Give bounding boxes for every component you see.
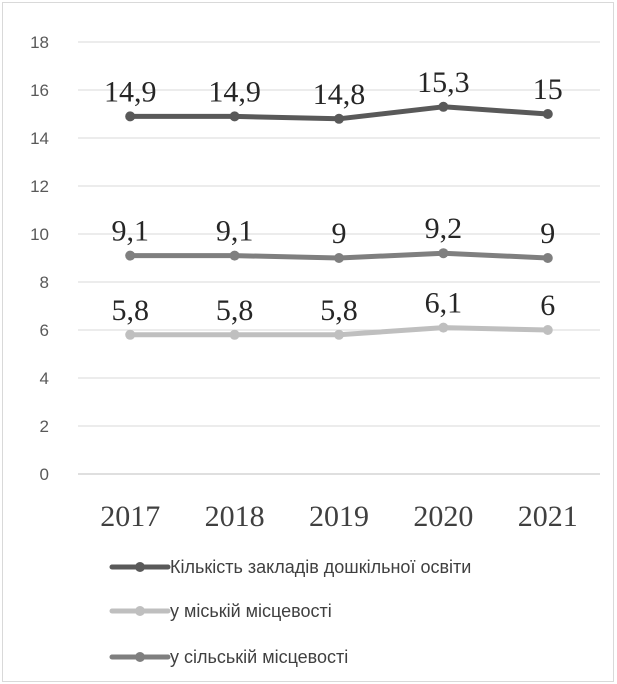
data-point (438, 322, 449, 333)
data-label: 9,1 (111, 215, 149, 248)
legend-marker (135, 606, 145, 616)
data-point (334, 253, 344, 263)
data-point (542, 109, 553, 119)
data-point (334, 329, 344, 340)
x-tick-label: 2019 (309, 500, 369, 533)
y-tick-label: 18 (30, 33, 49, 52)
data-label: 6,1 (425, 287, 463, 320)
x-tick-label: 2020 (413, 500, 473, 533)
data-label: 15,3 (417, 66, 470, 99)
legend-marker (135, 652, 145, 662)
data-label: 14,9 (208, 75, 261, 108)
data-label: 9,1 (216, 215, 254, 248)
y-tick-label: 12 (30, 177, 49, 196)
data-label: 9,2 (425, 212, 463, 245)
data-label: 14,9 (104, 75, 157, 108)
data-point (229, 250, 240, 261)
y-tick-label: 2 (40, 417, 49, 436)
data-point (542, 325, 553, 335)
data-point (438, 248, 449, 259)
data-point (334, 113, 344, 124)
legend-entry: у сільській місцевості (170, 647, 348, 667)
data-point (438, 101, 449, 112)
data-point (125, 111, 136, 122)
data-label: 15 (533, 73, 563, 106)
data-point (229, 329, 240, 340)
data-point (229, 111, 240, 122)
legend-entry: у міській місцевості (170, 601, 332, 621)
y-tick-label: 8 (40, 273, 49, 292)
y-tick-label: 14 (30, 129, 49, 148)
y-tick-label: 0 (40, 465, 49, 484)
data-point (125, 329, 136, 340)
x-tick-label: 2021 (518, 500, 578, 533)
y-tick-label: 4 (40, 369, 49, 388)
data-label: 5,8 (111, 294, 149, 327)
legend-entry: Кількість закладів дошкільної освіти (170, 557, 471, 577)
data-label: 5,8 (320, 294, 358, 327)
x-tick-label: 2017 (100, 500, 160, 533)
data-label: 5,8 (216, 294, 254, 327)
y-tick-label: 6 (40, 321, 49, 340)
x-tick-label: 2018 (205, 500, 265, 533)
data-point (542, 253, 553, 263)
y-tick-label: 16 (30, 81, 49, 100)
data-label: 9 (540, 217, 555, 250)
data-label: 14,8 (313, 78, 366, 111)
y-tick-label: 10 (30, 225, 49, 244)
data-point (125, 250, 136, 261)
legend-marker (135, 562, 145, 572)
data-label: 6 (540, 289, 555, 322)
data-label: 9 (332, 217, 347, 250)
